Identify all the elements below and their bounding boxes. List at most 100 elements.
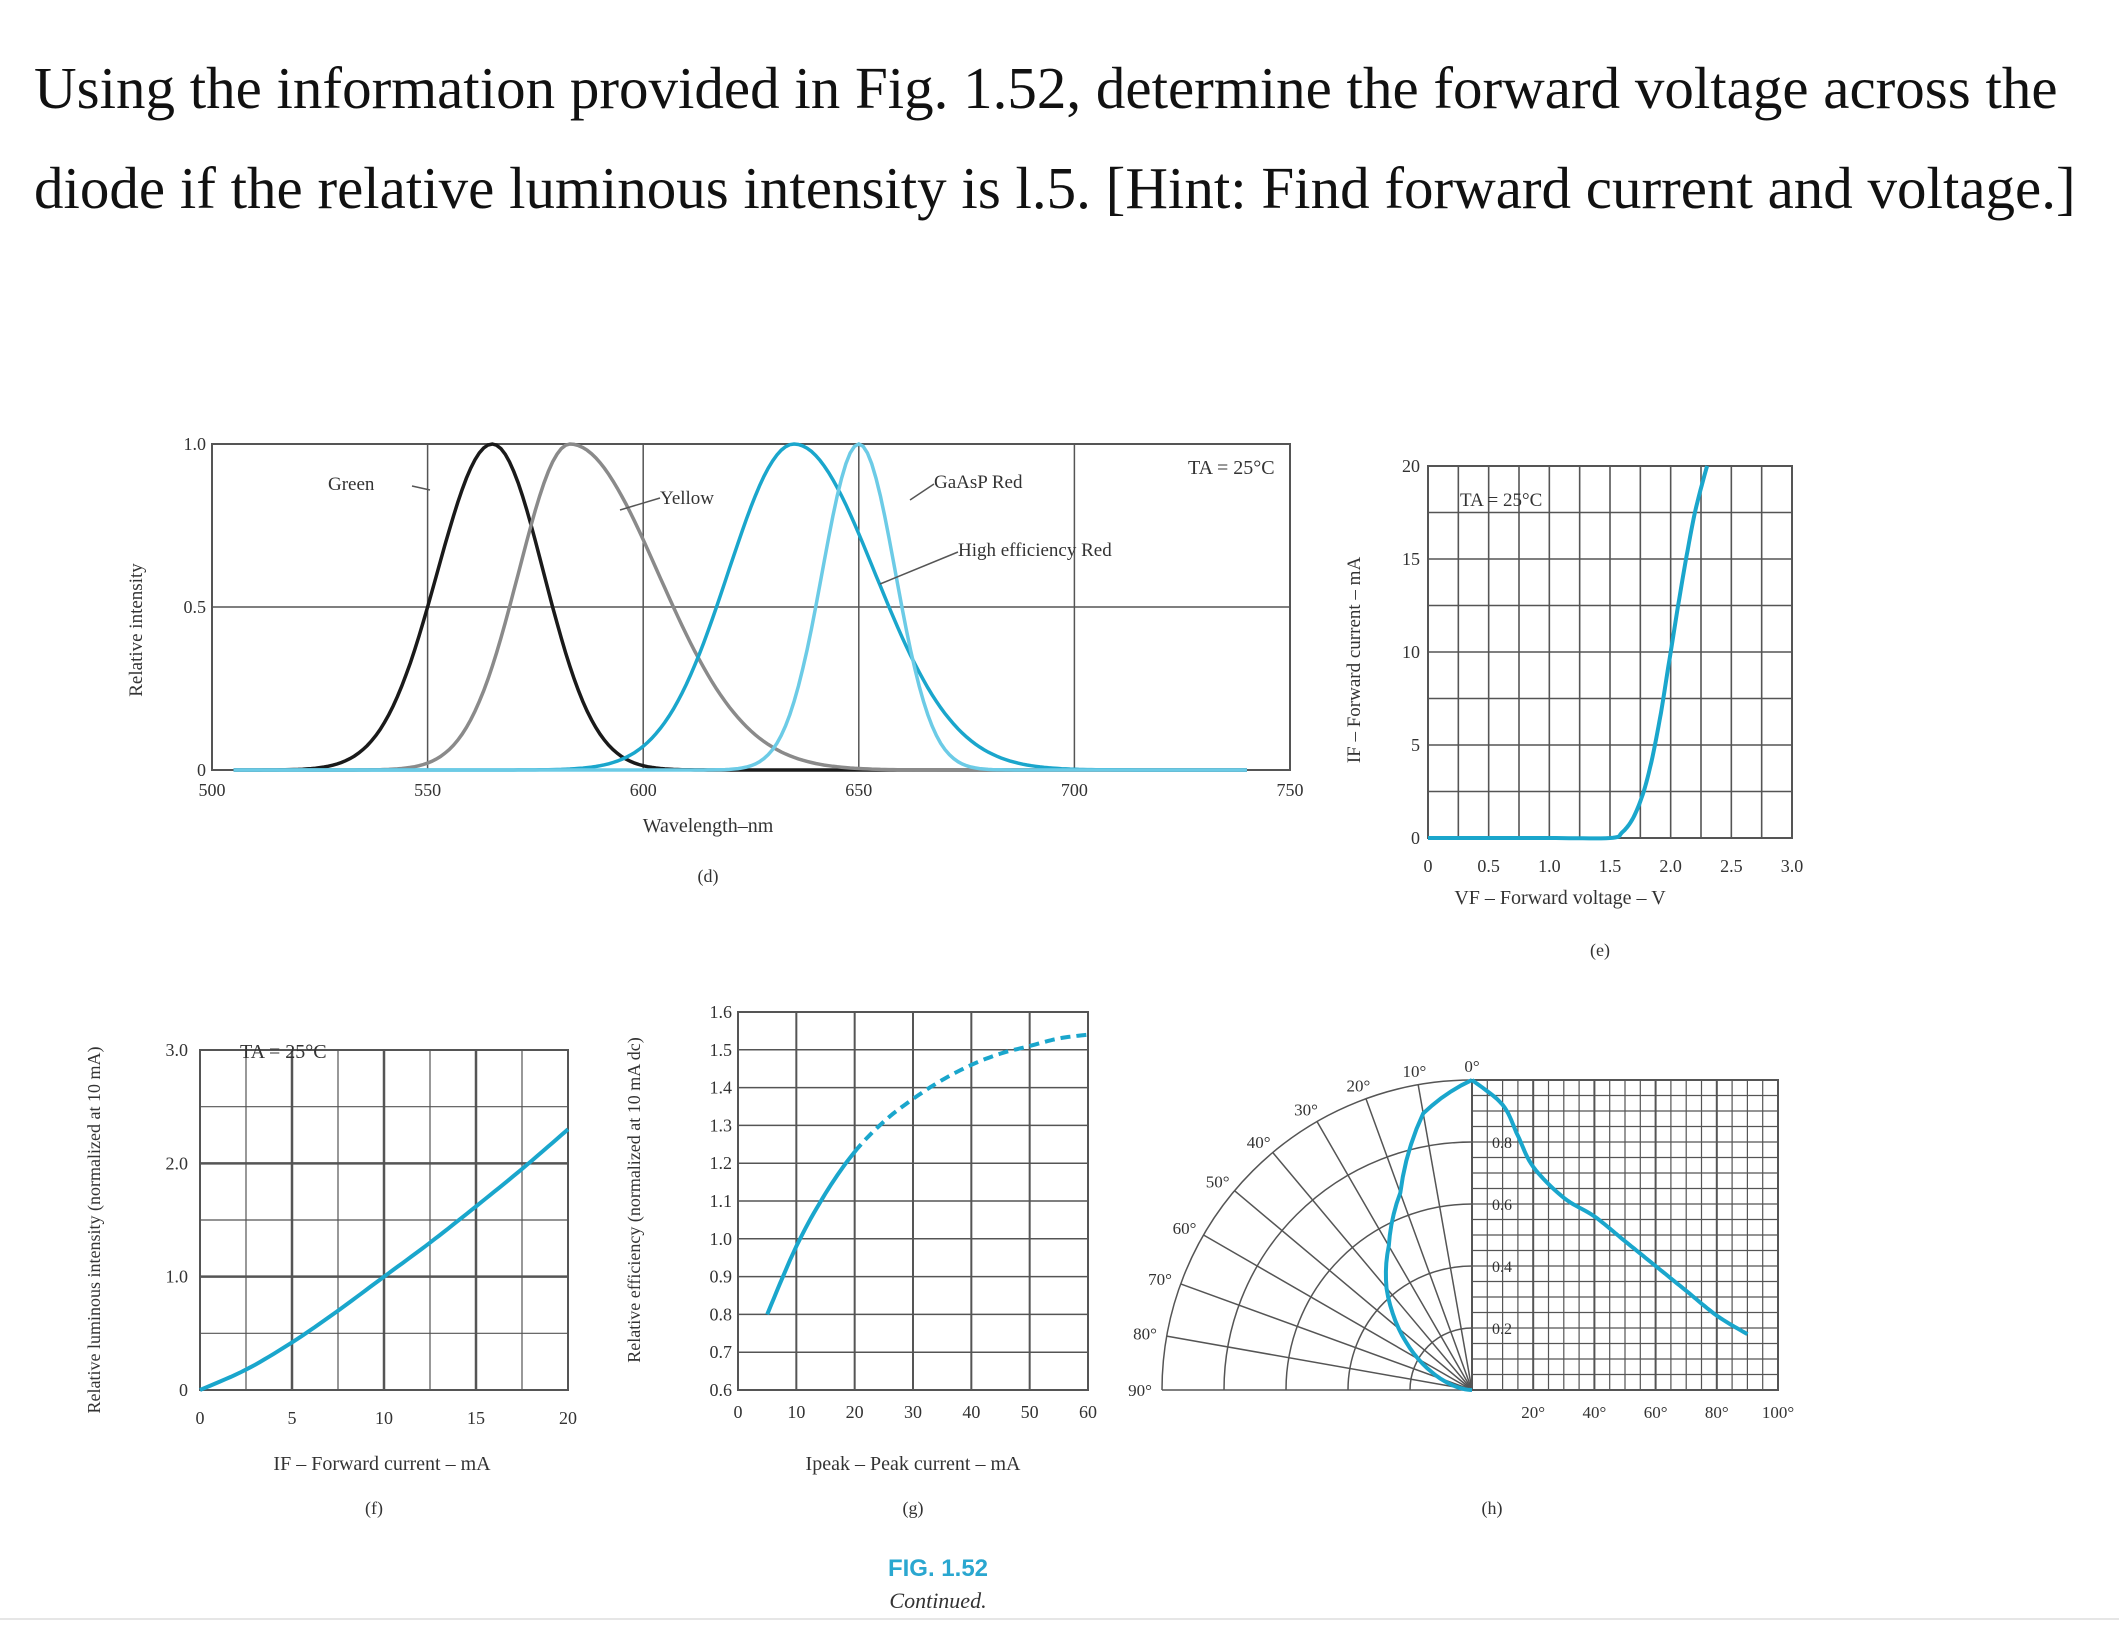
panel-h-series — [1383, 1078, 1749, 1392]
panel-e-xtick: 0.5 — [1477, 856, 1500, 876]
panel-f-xtick: 0 — [196, 1408, 205, 1428]
panel-d-ticks: 500 550 600 650 700 750 0 0.5 1.0 — [184, 434, 1304, 800]
panel-d-xtick: 650 — [845, 780, 872, 800]
panel-h-polar-radial — [1316, 1121, 1473, 1391]
panel-e-label: (e) — [1590, 940, 1610, 961]
panel-f-ytick: 3.0 — [166, 1040, 189, 1060]
panel-h-polar-arc — [1223, 1141, 1473, 1391]
panel-h-xtick: 80° — [1705, 1403, 1729, 1422]
panel-e: 0 0.5 1.0 1.5 2.0 2.5 3.0 0 5 10 15 20 TA = 25°C VF… — [1344, 456, 1803, 961]
leader-high-efficiency-red — [879, 551, 959, 585]
panel-h-polar-lobe — [1383, 1078, 1473, 1392]
panel-g-xtick: 50 — [1021, 1402, 1039, 1422]
panel-e-series-line — [1428, 465, 1710, 841]
panel-f-ticks: 0 5 10 15 20 0 1.0 2.0 3.0 — [166, 1040, 578, 1428]
leader-yellow — [619, 497, 661, 511]
panel-e-ytick: 10 — [1402, 642, 1420, 662]
panel-d-xtick: 700 — [1061, 780, 1088, 800]
panel-e-ytick: 20 — [1402, 456, 1420, 476]
panel-h-angle-label: 10° — [1402, 1062, 1426, 1081]
panel-h-polar-arc — [1285, 1203, 1473, 1391]
panel-h-xtick: 100° — [1762, 1403, 1794, 1422]
panel-g-grid — [737, 1011, 1089, 1391]
panel-e-series — [1428, 465, 1710, 841]
panel-h-angle-label: 80° — [1133, 1325, 1157, 1344]
panel-d-xtick: 600 — [630, 780, 657, 800]
panel-g-label: (g) — [903, 1498, 924, 1519]
panel-g-ytick: 1.6 — [710, 1002, 733, 1022]
panel-h-polar-radial — [1166, 1335, 1473, 1391]
panel-h-angle-label: 70° — [1148, 1270, 1172, 1289]
panel-d-xtick: 550 — [414, 780, 441, 800]
panel-e-xtick: 2.0 — [1659, 856, 1682, 876]
panel-f-ytick: 2.0 — [166, 1153, 189, 1173]
panel-g-ytick: 0.6 — [710, 1380, 733, 1400]
panel-h: 0° 10° 20° 30° 40° 50° 60° 70° 80° 90° 20° 40° 60° 8… — [1128, 1057, 1794, 1519]
panel-h-ytick: 0.2 — [1492, 1321, 1512, 1338]
panel-g-xtick: 0 — [734, 1402, 743, 1422]
panel-e-xtick: 3.0 — [1781, 856, 1804, 876]
panel-h-ticks: 20° 40° 60° 80° 100° 0.2 0.4 0.6 0.8 — [1492, 1135, 1794, 1422]
panel-h-ytick: 0.4 — [1492, 1259, 1512, 1276]
panel-e-xlabel: VF – Forward voltage – V — [1454, 887, 1666, 909]
panel-g-ylabel: Relative efficiency (normalized at 10 mA… — [624, 1037, 645, 1363]
leader-gaasp-red — [909, 483, 935, 501]
panel-e-xtick: 1.0 — [1538, 856, 1561, 876]
panel-h-polar-radial — [1272, 1152, 1473, 1391]
panel-f-xtick: 5 — [288, 1408, 297, 1428]
panel-h-polar-radial — [1417, 1084, 1473, 1391]
panel-d: 500 550 600 650 700 750 0 0.5 1.0 TA = 25°C Gree… — [126, 434, 1304, 887]
panel-h-polar-arc — [1347, 1265, 1473, 1391]
series-label-yellow: Yellow — [660, 488, 714, 509]
panel-d-xtick: 750 — [1277, 780, 1304, 800]
panel-g-ytick: 1.1 — [710, 1191, 733, 1211]
panel-h-angle-label: 0° — [1464, 1057, 1479, 1076]
panel-f-xtick: 20 — [559, 1408, 577, 1428]
panel-e-ytick: 5 — [1411, 735, 1420, 755]
panel-f-label: (f) — [365, 1498, 383, 1519]
figure-caption: FIG. 1.52 — [888, 1555, 988, 1582]
question-line-2: diode if the relative luminous intensity… — [34, 155, 2076, 221]
panel-g-ytick: 0.9 — [710, 1267, 733, 1287]
panel-h-angle-label: 30° — [1294, 1100, 1318, 1119]
panel-g-ticks: 0 10 20 30 40 50 60 0.6 0.7 0.8 0.9 1.0 1.1 1.2 1.3 1.4… — [710, 1002, 1098, 1422]
panel-h-polar-arc — [1161, 1079, 1473, 1391]
panel-d-xlabel: Wavelength–nm — [643, 815, 774, 837]
panel-h-polar-radial — [1203, 1234, 1473, 1391]
panel-h-angle-label: 50° — [1206, 1173, 1230, 1192]
panel-g-xtick: 10 — [787, 1402, 805, 1422]
panel-g-series-line — [765, 1150, 857, 1316]
panel-e-xtick: 1.5 — [1599, 856, 1622, 876]
question-line-1: Using the information provided in Fig. 1… — [34, 55, 2058, 121]
panel-g-series — [765, 1032, 1089, 1316]
panel-d-ytick: 1.0 — [184, 434, 207, 454]
panel-h-ytick: 0.6 — [1492, 1197, 1512, 1214]
panel-f-series-line — [199, 1127, 570, 1392]
panel-f-annotation: TA = 25°C — [240, 1041, 327, 1063]
panel-d-series-line — [233, 442, 1247, 772]
panel-h-series-line — [1470, 1078, 1749, 1336]
panel-d-series — [233, 442, 1247, 772]
panel-f-ytick: 0 — [179, 1380, 188, 1400]
panel-f-ytick: 1.0 — [166, 1267, 189, 1287]
panel-f-ylabel: Relative luminous intensity (normalized … — [84, 1047, 105, 1414]
panel-g-ytick: 1.5 — [710, 1040, 733, 1060]
panel-d-grid — [211, 443, 1291, 771]
panel-g-ytick: 1.3 — [710, 1115, 733, 1135]
figure-continued: Continued. — [889, 1588, 986, 1613]
panel-d-annotation: TA = 25°C — [1188, 457, 1275, 479]
panel-e-xtick: 2.5 — [1720, 856, 1743, 876]
question-text: Using the information provided in Fig. 1… — [34, 38, 2094, 238]
panel-h-polar-arc — [1409, 1327, 1473, 1391]
panel-d-ylabel: Relative intensity — [126, 563, 147, 697]
panel-g-xtick: 40 — [962, 1402, 980, 1422]
panel-h-label: (h) — [1482, 1498, 1503, 1519]
panel-g-xlabel: Ipeak – Peak current – mA — [806, 1453, 1021, 1475]
panel-h-grid — [1471, 1079, 1779, 1391]
panel-f-grid — [199, 1049, 569, 1391]
panel-e-ylabel: IF – Forward current – mA — [1344, 557, 1365, 764]
panel-d-label: (d) — [698, 866, 719, 887]
panel-e-xtick: 0 — [1424, 856, 1433, 876]
panel-e-annotation: TA = 25°C — [1460, 490, 1542, 511]
